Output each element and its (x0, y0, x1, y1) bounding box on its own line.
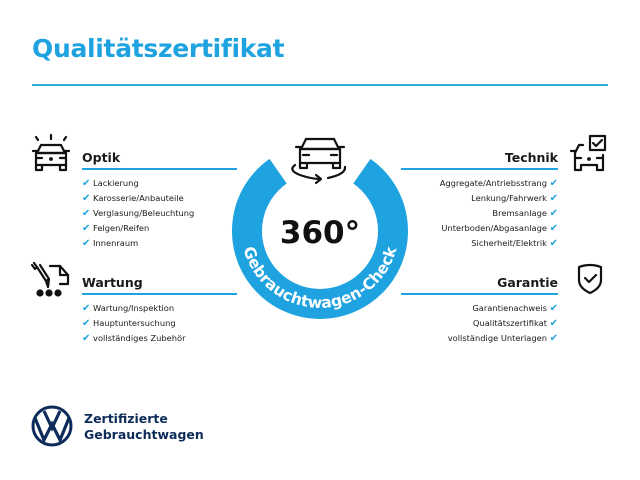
check-icon: ✔ (82, 303, 91, 314)
brand-text: Zertifizierte Gebrauchtwagen (84, 411, 204, 443)
checklist: ✔ Lackierung ✔ Karosserie/Anbauteile ✔ Ver… (82, 176, 237, 251)
checklist-item: Bremsanlage ✔ (401, 206, 558, 221)
checklist: Aggregate/Antriebsstrang ✔ Lenkung/Fahrwe… (401, 176, 558, 251)
item-label: Wartung/Inspektion (93, 303, 175, 313)
section-heading: Wartung (82, 275, 143, 290)
checklist: Garantienachweis ✔ Qualitätszertifikat ✔ v… (401, 301, 558, 346)
item-label: Qualitätszertifikat (472, 318, 547, 328)
item-label: vollständiges Zubehör (93, 333, 186, 343)
checklist-item: Garantienachweis ✔ (401, 301, 558, 316)
checklist-item: ✔ Innenraum (82, 236, 237, 251)
section-technik: Technik Aggregate/Antriebsstrang ✔ Lenkun… (401, 150, 558, 251)
item-label: Unterboden/Abgasanlage (441, 223, 547, 233)
checklist-item: ✔ Karosserie/Anbauteile (82, 191, 237, 206)
car-tools-icon (30, 261, 70, 297)
item-label: Innenraum (93, 238, 139, 248)
check-icon: ✔ (82, 223, 91, 234)
checklist-item: Lenkung/Fahrwerk ✔ (401, 191, 558, 206)
ring-arc (232, 158, 408, 319)
section-divider (401, 168, 558, 170)
vw-logo (31, 405, 73, 447)
item-label: Felgen/Reifen (93, 223, 150, 233)
checklist-item: Aggregate/Antriebsstrang ✔ (401, 176, 558, 191)
check-icon: ✔ (549, 318, 558, 329)
check-icon: ✔ (549, 178, 558, 189)
item-label: vollständige Unterlagen (447, 333, 547, 343)
check-icon: ✔ (549, 238, 558, 249)
brand-line2: Gebrauchtwagen (84, 427, 204, 442)
item-label: Lackierung (93, 178, 139, 188)
checklist-item: vollständige Unterlagen ✔ (401, 331, 558, 346)
car-lights-icon (31, 133, 71, 172)
check-icon: ✔ (549, 223, 558, 234)
section-optik: Optik ✔ Lackierung ✔ Karosserie/Anbauteil… (82, 150, 237, 251)
checklist: ✔ Wartung/Inspektion ✔ Hauptuntersuchung ✔… (82, 301, 237, 346)
checklist-item: Sicherheit/Elektrik ✔ (401, 236, 558, 251)
checklist-item: ✔ Verglasung/Beleuchtung (82, 206, 237, 221)
checklist-item: ✔ Lackierung (82, 176, 237, 191)
page-title: Qualitätszertifikat (32, 34, 285, 63)
check-icon: ✔ (549, 333, 558, 344)
section-divider (401, 293, 558, 295)
item-label: Aggregate/Antriebsstrang (439, 178, 547, 188)
section-heading: Garantie (497, 275, 558, 290)
section-divider (82, 293, 237, 295)
item-label: Verglasung/Beleuchtung (93, 208, 195, 218)
section-garantie: Garantie Garantienachweis ✔ Qualitätszert… (401, 275, 558, 346)
car-checkbox-icon (569, 134, 607, 172)
section-heading: Optik (82, 150, 121, 165)
title-divider (32, 84, 608, 86)
check-ring: Gebrauchtwagen-Check 360° (232, 137, 408, 319)
brand-line1: Zertifizierte (84, 411, 168, 426)
checklist-item: ✔ vollständiges Zubehör (82, 331, 237, 346)
car-rotate-icon (291, 137, 347, 185)
section-wartung: Wartung ✔ Wartung/Inspektion ✔ Hauptunter… (82, 275, 237, 346)
item-label: Karosserie/Anbauteile (93, 193, 184, 203)
check-icon: ✔ (82, 178, 91, 189)
check-icon: ✔ (82, 238, 91, 249)
item-label: Lenkung/Fahrwerk (471, 193, 547, 203)
check-icon: ✔ (549, 193, 558, 204)
check-icon: ✔ (82, 318, 91, 329)
check-icon: ✔ (82, 333, 91, 344)
checklist-item: Qualitätszertifikat ✔ (401, 316, 558, 331)
shield-check-icon (577, 263, 603, 295)
checklist-item: ✔ Wartung/Inspektion (82, 301, 237, 316)
section-heading: Technik (504, 150, 558, 165)
checklist-item: ✔ Hauptuntersuchung (82, 316, 237, 331)
checklist-item: Unterboden/Abgasanlage ✔ (401, 221, 558, 236)
section-divider (82, 168, 237, 170)
item-label: Hauptuntersuchung (93, 318, 176, 328)
item-label: Bremsanlage (492, 208, 547, 218)
center-value: 360° (280, 215, 360, 251)
check-icon: ✔ (549, 303, 558, 314)
checklist-item: ✔ Felgen/Reifen (82, 221, 237, 236)
check-icon: ✔ (549, 208, 558, 219)
item-label: Garantienachweis (472, 303, 547, 313)
item-label: Sicherheit/Elektrik (471, 238, 547, 248)
check-icon: ✔ (82, 193, 91, 204)
check-icon: ✔ (82, 208, 91, 219)
